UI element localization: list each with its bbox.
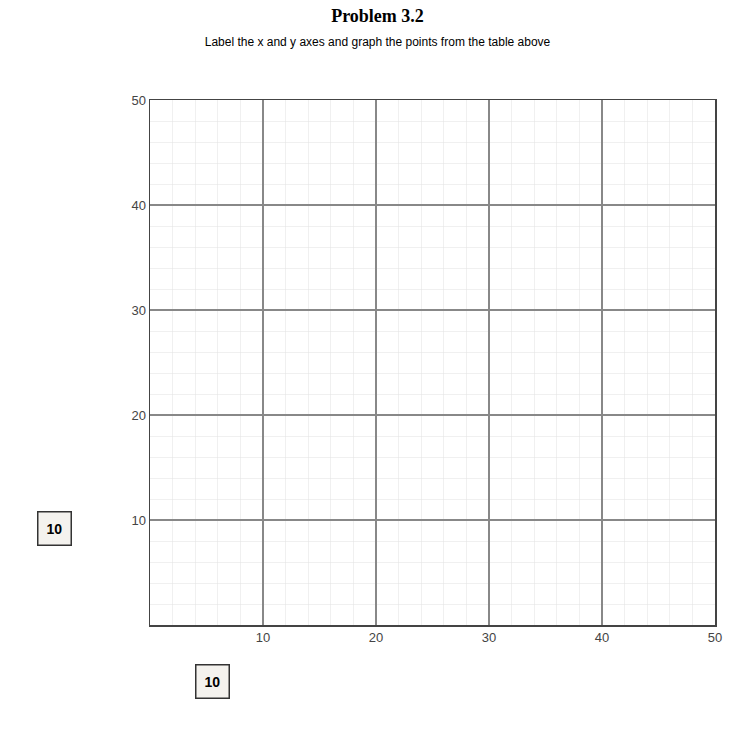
svg-text:10: 10 [47,521,63,537]
svg-text:30: 30 [482,630,496,645]
svg-text:20: 20 [369,630,383,645]
svg-text:40: 40 [131,198,145,213]
svg-text:10: 10 [205,674,221,690]
svg-text:Problem 3.2Label the x and y a: Problem 3.2Label the x and y axes and gr… [205,6,551,48]
svg-text:20: 20 [131,408,145,423]
svg-text:40: 40 [595,630,609,645]
svg-text:10: 10 [131,513,145,528]
svg-text:10: 10 [256,630,270,645]
svg-text:50: 50 [708,630,722,645]
svg-text:30: 30 [131,303,145,318]
svg-text:50: 50 [131,93,145,108]
